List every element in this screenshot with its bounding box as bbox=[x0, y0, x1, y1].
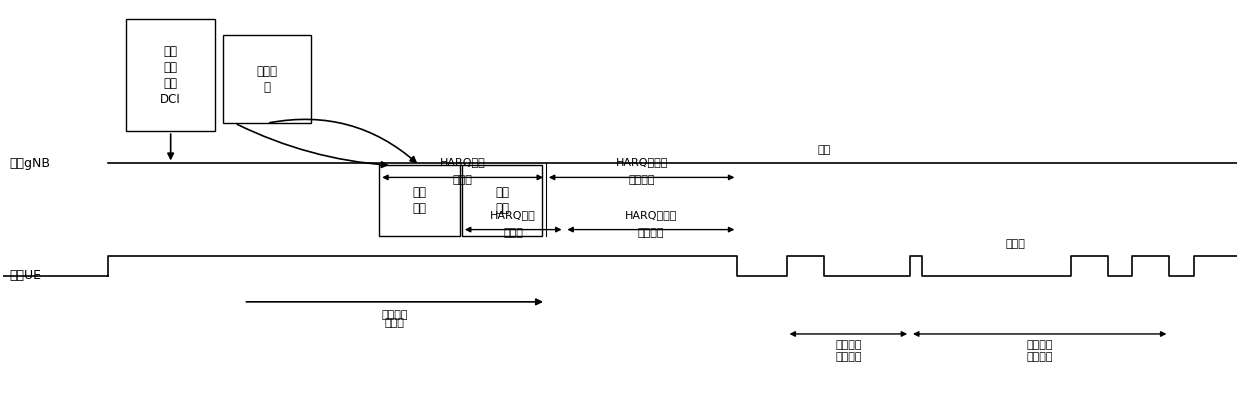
Text: 长非连续
接收周期: 长非连续 接收周期 bbox=[1027, 340, 1053, 362]
Text: 非激活: 非激活 bbox=[1006, 239, 1025, 249]
Text: HARQ上行: HARQ上行 bbox=[490, 210, 536, 219]
Text: 定时器: 定时器 bbox=[384, 318, 404, 328]
Text: HARQ下行重: HARQ下行重 bbox=[615, 158, 668, 167]
Text: 传定时器: 传定时器 bbox=[637, 228, 665, 238]
Text: 短非连续
接收周期: 短非连续 接收周期 bbox=[835, 340, 862, 362]
Text: 终端UE: 终端UE bbox=[9, 269, 41, 282]
Text: 上行
数据: 上行 数据 bbox=[495, 186, 510, 215]
Text: 传定时器: 传定时器 bbox=[629, 175, 655, 186]
Text: HARQ上行重: HARQ上行重 bbox=[625, 210, 677, 219]
Text: 下行数
据: 下行数 据 bbox=[257, 65, 278, 94]
Text: 定时器: 定时器 bbox=[503, 228, 523, 238]
Bar bbox=[463, 165, 542, 236]
Text: 下行
反馈: 下行 反馈 bbox=[413, 186, 427, 215]
Text: 下行
控制
信息
DCI: 下行 控制 信息 DCI bbox=[160, 44, 181, 105]
Bar bbox=[222, 35, 311, 123]
Bar bbox=[379, 165, 460, 236]
Bar bbox=[126, 19, 215, 131]
Text: 激活: 激活 bbox=[817, 145, 831, 155]
Text: 定时器: 定时器 bbox=[453, 175, 472, 186]
Text: 基站gNB: 基站gNB bbox=[9, 157, 50, 170]
Text: 持续激活: 持续激活 bbox=[382, 310, 408, 320]
Text: HARQ下行: HARQ下行 bbox=[440, 158, 486, 167]
